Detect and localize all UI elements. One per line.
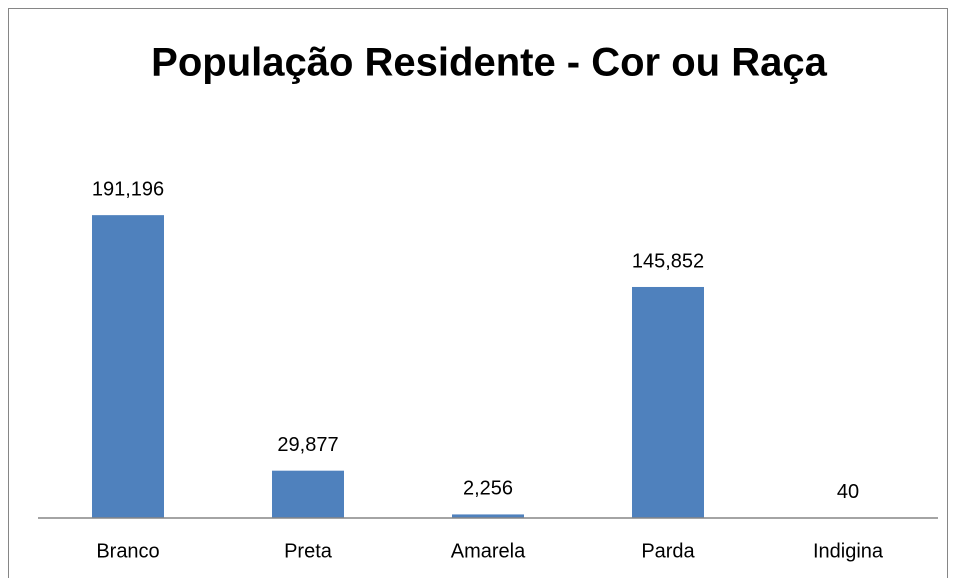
x-tick-label: Preta (284, 540, 333, 562)
x-tick-label: Branco (96, 540, 159, 562)
data-label: 40 (837, 481, 859, 503)
data-label: 2,256 (463, 478, 513, 500)
x-tick-label: Indigina (813, 540, 884, 562)
data-label: 145,852 (632, 250, 704, 272)
bar (452, 514, 524, 518)
x-tick-label: Amarela (451, 540, 526, 562)
chart-title: População Residente - Cor ou Raça (151, 41, 827, 85)
chart-frame (8, 8, 948, 578)
data-label: 191,196 (92, 178, 164, 200)
bar (272, 470, 344, 518)
bar (632, 286, 704, 518)
x-tick-label: Parda (641, 540, 695, 562)
data-label: 29,877 (277, 434, 338, 456)
bar (92, 215, 164, 518)
